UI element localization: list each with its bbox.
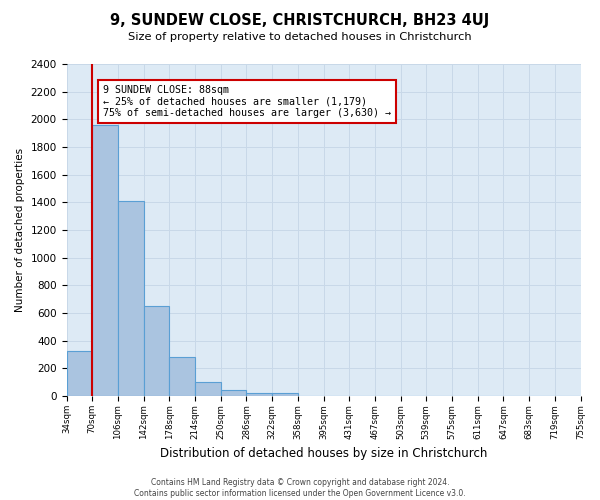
- X-axis label: Distribution of detached houses by size in Christchurch: Distribution of detached houses by size …: [160, 447, 487, 460]
- Text: Size of property relative to detached houses in Christchurch: Size of property relative to detached ho…: [128, 32, 472, 42]
- Y-axis label: Number of detached properties: Number of detached properties: [15, 148, 25, 312]
- Text: 9, SUNDEW CLOSE, CHRISTCHURCH, BH23 4UJ: 9, SUNDEW CLOSE, CHRISTCHURCH, BH23 4UJ: [110, 12, 490, 28]
- Text: Contains HM Land Registry data © Crown copyright and database right 2024.
Contai: Contains HM Land Registry data © Crown c…: [134, 478, 466, 498]
- Bar: [92, 125, 118, 396]
- Bar: [221, 390, 247, 396]
- Text: 9 SUNDEW CLOSE: 88sqm
← 25% of detached houses are smaller (1,179)
75% of semi-d: 9 SUNDEW CLOSE: 88sqm ← 25% of detached …: [103, 85, 391, 118]
- Bar: [247, 392, 272, 396]
- Bar: [169, 358, 195, 396]
- Bar: [272, 394, 298, 396]
- Bar: [143, 306, 169, 396]
- Bar: [195, 382, 221, 396]
- Bar: [67, 351, 92, 396]
- Bar: [118, 201, 143, 396]
